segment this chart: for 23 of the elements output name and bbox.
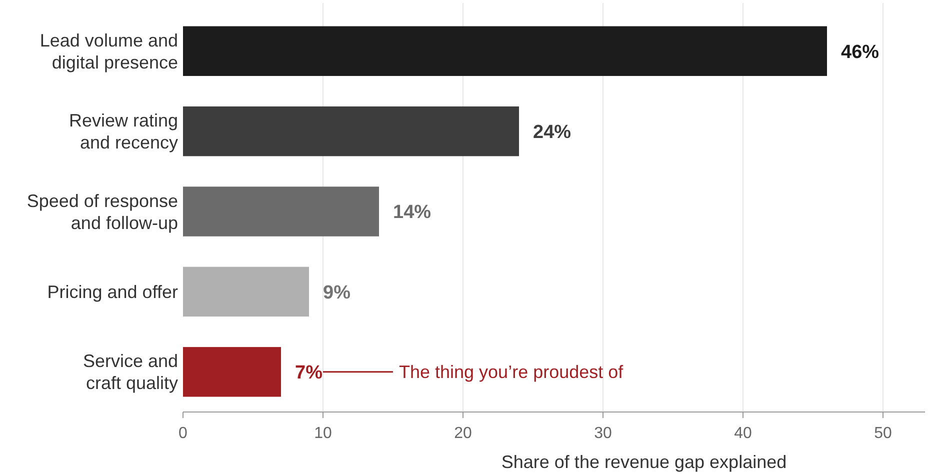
x-tick-label: 20: [454, 425, 472, 442]
x-tick-label: 30: [594, 425, 612, 442]
bar: [183, 106, 519, 156]
y-tick-label: Review rating and recency: [68, 110, 178, 153]
y-tick-label: Pricing and offer: [47, 282, 178, 302]
x-tick-label: 0: [178, 425, 188, 442]
x-tick-label: 50: [874, 425, 892, 442]
data-label: 46%: [841, 42, 880, 63]
bar: [183, 347, 281, 397]
annotation: The thing you’re proudest of: [399, 362, 624, 382]
data-label: 9%: [323, 282, 351, 304]
x-tick-label: 40: [734, 425, 752, 442]
bar: [183, 26, 827, 76]
x-axis-title: Share of the revenue gap explained: [501, 452, 787, 472]
bar: [183, 266, 309, 317]
data-label: 24%: [533, 122, 572, 143]
data-label: 14%: [393, 202, 432, 224]
bar: [183, 186, 379, 236]
y-tick-label: Service and craft quality: [82, 351, 178, 394]
x-tick-label: 10: [314, 425, 332, 442]
y-tick-label: Lead volume and digital presence: [40, 30, 178, 72]
y-tick-label: Speed of response and follow-up: [26, 190, 178, 233]
data-label: 7%: [295, 362, 323, 384]
